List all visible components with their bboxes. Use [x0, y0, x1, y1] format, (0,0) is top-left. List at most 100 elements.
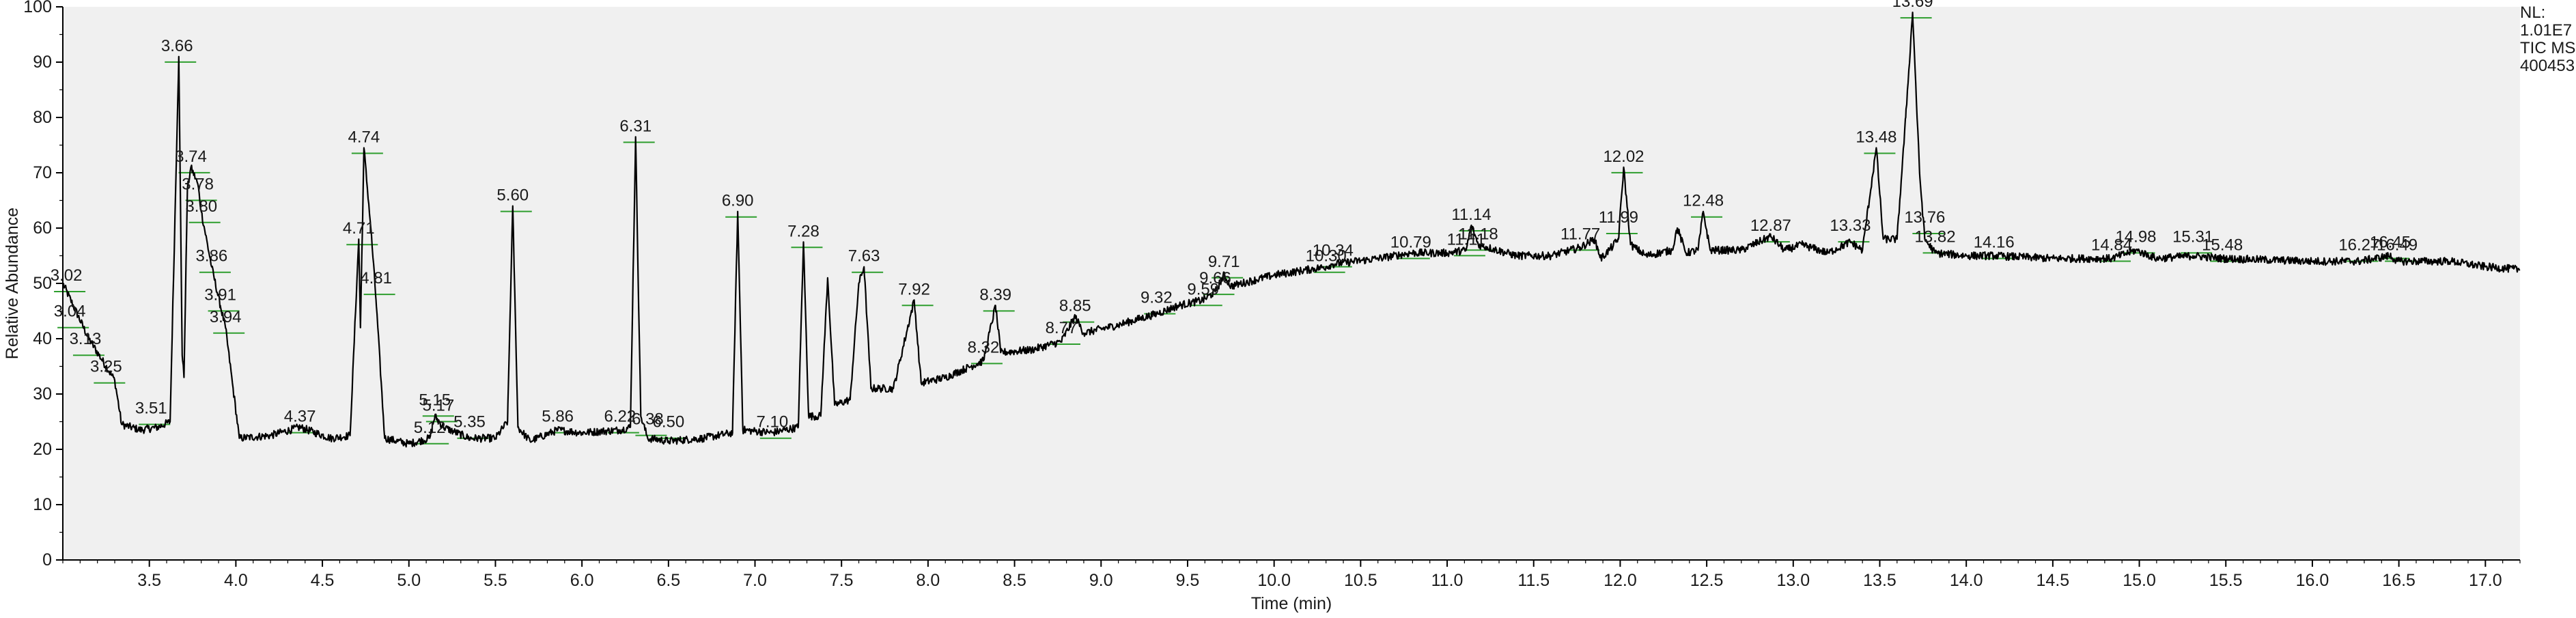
x-tick-label: 14.0: [1950, 571, 1983, 590]
y-axis-label: Relative Abundance: [3, 208, 22, 359]
x-tick-label: 5.5: [484, 571, 507, 590]
peak-label: 7.92: [898, 280, 930, 298]
peak-label: 4.37: [284, 408, 316, 426]
y-tick-label: 10: [33, 495, 52, 514]
x-tick-label: 15.0: [2123, 571, 2156, 590]
tic-trace: [62, 12, 2521, 448]
peak-label: 13.69: [1892, 0, 1933, 11]
peak-label: 6.22: [604, 408, 636, 426]
peak-label: 3.86: [196, 247, 228, 266]
peak-label: 15.48: [2202, 236, 2243, 255]
peak-label: 9.32: [1140, 288, 1173, 307]
peak-label: 3.74: [175, 148, 207, 166]
x-tick-label: 6.0: [570, 571, 594, 590]
x-tick-label: 12.0: [1604, 571, 1637, 590]
peak-label: 14.16: [1974, 233, 2015, 251]
peak-label: 5.60: [496, 186, 529, 205]
y-tick-label: 30: [33, 384, 52, 404]
x-tick-label: 15.5: [2209, 571, 2243, 590]
y-tick-label: 40: [33, 329, 52, 348]
peak-label: 6.50: [652, 413, 684, 432]
peak-label: 10.79: [1390, 233, 1431, 251]
y-tick-label: 60: [33, 219, 52, 238]
nl-info-line: NL:: [2520, 3, 2545, 22]
peak-label: 8.85: [1059, 297, 1091, 315]
peak-label: 10.34: [1313, 242, 1354, 260]
x-tick-label: 16.5: [2382, 571, 2416, 590]
peak-label: 9.71: [1208, 253, 1240, 271]
peak-label: 4.81: [360, 269, 392, 287]
peak-label: 4.74: [348, 128, 380, 147]
peak-label: 3.51: [135, 399, 167, 417]
nl-info-line: 400453: [2520, 57, 2575, 75]
peak-label: 3.91: [204, 285, 236, 304]
peak-label: 14.98: [2115, 227, 2156, 246]
x-tick-label: 9.5: [1176, 571, 1200, 590]
peak-label: 6.31: [619, 117, 652, 135]
peak-label: 5.86: [542, 408, 574, 426]
x-tick-label: 13.0: [1776, 571, 1810, 590]
peak-label: 12.02: [1603, 148, 1644, 166]
x-tick-label: 5.0: [397, 571, 421, 590]
peak-label: 5.15: [419, 391, 451, 409]
peak-label: 3.04: [54, 303, 86, 321]
peak-label: 3.66: [161, 37, 193, 55]
peak-label: 5.12: [414, 419, 446, 437]
peak-label: 11.99: [1599, 208, 1638, 227]
y-tick-label: 0: [42, 550, 52, 570]
peak-label: 11.14: [1451, 206, 1491, 224]
x-tick-label: 12.5: [1690, 571, 1724, 590]
x-tick-label: 8.0: [916, 571, 940, 590]
x-axis-ticks: 3.5 4.0 4.5 5.0 5.5 6.0 6.5 7.0 7.5 8.0 8.5 9.0 9.5 1…: [62, 560, 2521, 590]
y-tick-label: 100: [23, 0, 52, 16]
peak-label: 6.38: [632, 410, 664, 429]
peak-label: 7.63: [848, 247, 880, 266]
x-tick-label: 17.0: [2469, 571, 2502, 590]
peak-label: 3.13: [70, 330, 102, 348]
y-tick-label: 50: [33, 274, 52, 293]
peak-label: 3.78: [182, 175, 214, 193]
peak-label: 6.90: [722, 192, 754, 210]
peak-label: 11.11: [1447, 230, 1486, 249]
x-tick-label: 3.5: [137, 571, 161, 590]
peak-label: 16.49: [2377, 236, 2418, 255]
peak-label: 12.87: [1750, 216, 1791, 235]
peak-label: 8.77: [1046, 319, 1078, 337]
peak-label: 9.59: [1187, 280, 1219, 298]
y-tick-label: 20: [33, 440, 52, 459]
peak-label: 5.35: [453, 413, 486, 432]
peak-label: 14.84: [2091, 236, 2132, 255]
x-tick-label: 4.0: [224, 571, 248, 590]
peak-label: 11.77: [1560, 225, 1600, 243]
peak-label: 3.25: [90, 358, 122, 376]
x-tick-label: 10.0: [1257, 571, 1291, 590]
peak-label: 13.33: [1830, 216, 1871, 235]
plot-area: [63, 7, 2520, 560]
peak-label: 12.48: [1683, 192, 1724, 210]
peak-label: 3.02: [51, 266, 83, 285]
y-tick-label: 70: [33, 163, 52, 182]
peak-label: 5.17: [422, 396, 454, 415]
peak-label: 13.76: [1904, 208, 1945, 227]
x-tick-label: 7.0: [743, 571, 767, 590]
x-tick-label: 11.5: [1517, 571, 1550, 590]
peak-label: 16.45: [2370, 233, 2411, 251]
y-tick-label: 90: [33, 53, 52, 72]
x-tick-label: 8.5: [1003, 571, 1026, 590]
peak-label: 8.32: [968, 338, 1000, 356]
peak-label: 7.28: [787, 222, 820, 240]
nl-info-line: 1.01E7: [2520, 21, 2572, 40]
peak-label: 16.27: [2338, 236, 2379, 255]
peak-label: 15.31: [2172, 227, 2213, 246]
peak-label: 13.82: [1915, 227, 1956, 246]
peak-label: 8.39: [979, 285, 1011, 304]
peak-label: 9.66: [1199, 269, 1231, 287]
x-tick-label: 14.5: [2036, 571, 2070, 590]
nl-info-line: TIC MS: [2520, 39, 2575, 57]
x-tick-label: 16.0: [2296, 571, 2329, 590]
x-tick-label: 6.5: [656, 571, 680, 590]
x-axis-label: Time (min): [1251, 594, 1332, 613]
peak-label: 7.10: [756, 413, 788, 432]
